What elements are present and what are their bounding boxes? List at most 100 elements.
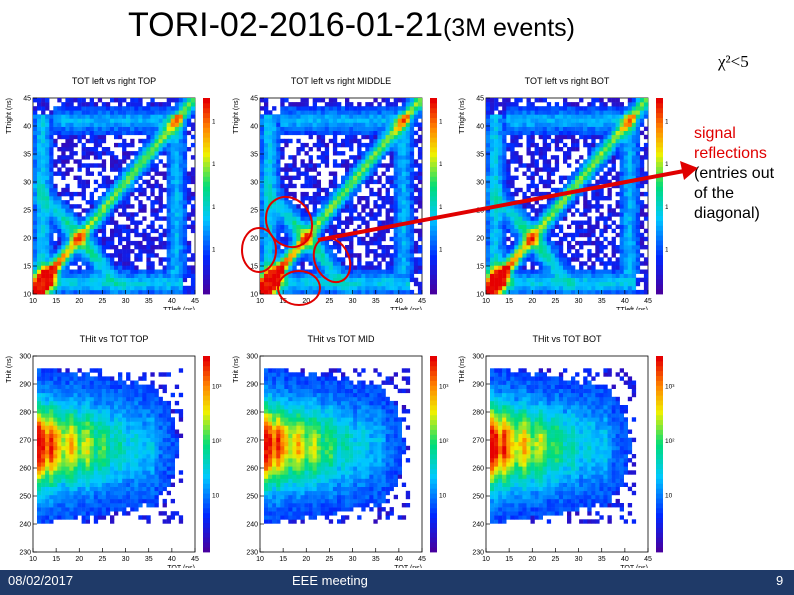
y-tick-label: 290 <box>246 382 258 389</box>
x-axis-label: TOT (ns) <box>394 565 422 568</box>
x-tick-label: 15 <box>52 298 60 305</box>
y-tick-label: 260 <box>246 466 258 473</box>
y-tick-label: 270 <box>246 438 258 445</box>
y-tick-label: 35 <box>23 152 31 159</box>
y-tick-label: 270 <box>472 438 484 445</box>
x-tick-label: 35 <box>145 298 153 305</box>
z-tick-label: 10³ <box>665 161 668 168</box>
color-scale <box>656 356 663 553</box>
y-tick-label: 20 <box>476 236 484 243</box>
heatmap-cells <box>260 98 423 295</box>
x-tick-label: 35 <box>598 556 606 563</box>
x-tick-label: 40 <box>621 556 629 563</box>
y-tick-label: 230 <box>472 550 484 557</box>
y-tick-label: 30 <box>23 180 31 187</box>
x-tick-label: 15 <box>505 298 513 305</box>
z-tick-label: 10 <box>439 493 447 500</box>
z-tick-label: 10³ <box>439 161 442 168</box>
y-tick-label: 230 <box>19 550 31 557</box>
plot-thit-top: THit vs TOT TOP 10 15 20 25 30 35 40 45 230 240 250… <box>6 334 222 568</box>
x-tick-label: 30 <box>575 298 583 305</box>
note-line: (entries out <box>694 165 775 182</box>
x-tick-label: 30 <box>122 298 130 305</box>
z-tick-label: 10² <box>212 438 222 445</box>
y-tick-label: 20 <box>250 236 258 243</box>
z-tick-label: 10² <box>439 438 449 445</box>
slide-title: TORI-02-2016-01-21(3M events) <box>128 6 575 45</box>
footer-meeting: EEE meeting <box>292 573 368 588</box>
title-main: TORI-02-2016-01-21 <box>128 6 443 44</box>
x-tick-label: 45 <box>191 298 199 305</box>
z-tick-label: 10³ <box>665 384 675 391</box>
x-tick-label: 35 <box>372 556 380 563</box>
plot-title: TOT left vs right MIDDLE <box>291 76 391 86</box>
x-tick-label: 30 <box>349 556 357 563</box>
x-tick-label: 15 <box>279 556 287 563</box>
footer-page: 9 <box>776 573 784 588</box>
y-axis-label: THit (ns) <box>233 356 240 383</box>
x-axis-label: TTleft (ns) <box>163 307 195 310</box>
y-tick-label: 300 <box>19 354 31 361</box>
x-tick-label: 10 <box>256 298 264 305</box>
y-tick-label: 250 <box>246 494 258 501</box>
plot-thit-bot: THit vs TOT BOT 10 15 20 25 30 35 40 45 230 240 250… <box>459 334 675 568</box>
plot-title: THit vs TOT BOT <box>532 334 602 344</box>
y-tick-label: 25 <box>476 208 484 215</box>
color-scale <box>203 356 210 553</box>
y-tick-label: 300 <box>246 354 258 361</box>
y-tick-label: 10 <box>23 292 31 299</box>
color-scale <box>656 98 663 295</box>
x-tick-label: 25 <box>552 556 560 563</box>
heatmap-cells <box>264 368 411 524</box>
y-tick-label: 40 <box>476 124 484 131</box>
y-tick-label: 290 <box>472 382 484 389</box>
z-tick-label: 10³ <box>212 384 222 391</box>
z-tick-label: 10² <box>665 204 668 211</box>
note-line: of the <box>694 185 735 202</box>
y-tick-label: 20 <box>23 236 31 243</box>
note-line: diagonal) <box>694 205 760 222</box>
x-tick-label: 30 <box>122 556 130 563</box>
y-tick-label: 270 <box>19 438 31 445</box>
z-tick-label: 10 <box>665 246 668 253</box>
x-tick-label: 40 <box>168 298 176 305</box>
color-scale <box>430 356 437 553</box>
x-tick-label: 35 <box>372 298 380 305</box>
x-tick-label: 25 <box>326 298 334 305</box>
x-tick-label: 40 <box>395 556 403 563</box>
y-axis-label: TTright (ns) <box>233 98 240 134</box>
y-axis-label: TTright (ns) <box>6 98 13 134</box>
y-tick-label: 250 <box>472 494 484 501</box>
y-tick-label: 240 <box>246 522 258 529</box>
y-tick-label: 10 <box>476 292 484 299</box>
note-line: reflections <box>694 145 767 162</box>
y-tick-label: 25 <box>250 208 258 215</box>
x-tick-label: 25 <box>552 298 560 305</box>
x-tick-label: 20 <box>302 298 310 305</box>
z-tick-label: 10² <box>439 204 442 211</box>
y-axis-label: THit (ns) <box>459 356 466 383</box>
y-tick-label: 280 <box>19 410 31 417</box>
x-tick-label: 35 <box>145 556 153 563</box>
z-tick-label: 10 <box>665 493 673 500</box>
x-tick-label: 10 <box>256 556 264 563</box>
x-tick-label: 40 <box>168 556 176 563</box>
y-tick-label: 25 <box>23 208 31 215</box>
x-tick-label: 35 <box>598 298 606 305</box>
y-tick-label: 15 <box>23 264 31 271</box>
y-axis-label: TTright (ns) <box>459 98 466 134</box>
title-sub: (3M events) <box>442 14 575 42</box>
z-tick-label: 10³ <box>439 384 449 391</box>
y-tick-label: 45 <box>476 96 484 103</box>
y-tick-label: 35 <box>250 152 258 159</box>
y-tick-label: 30 <box>250 180 258 187</box>
x-tick-label: 30 <box>575 556 583 563</box>
footer-bar: 08/02/2017 EEE meeting 9 <box>0 570 794 595</box>
y-tick-label: 240 <box>472 522 484 529</box>
y-tick-label: 240 <box>19 522 31 529</box>
x-tick-label: 20 <box>302 556 310 563</box>
x-tick-label: 15 <box>505 556 513 563</box>
x-tick-label: 25 <box>99 298 107 305</box>
